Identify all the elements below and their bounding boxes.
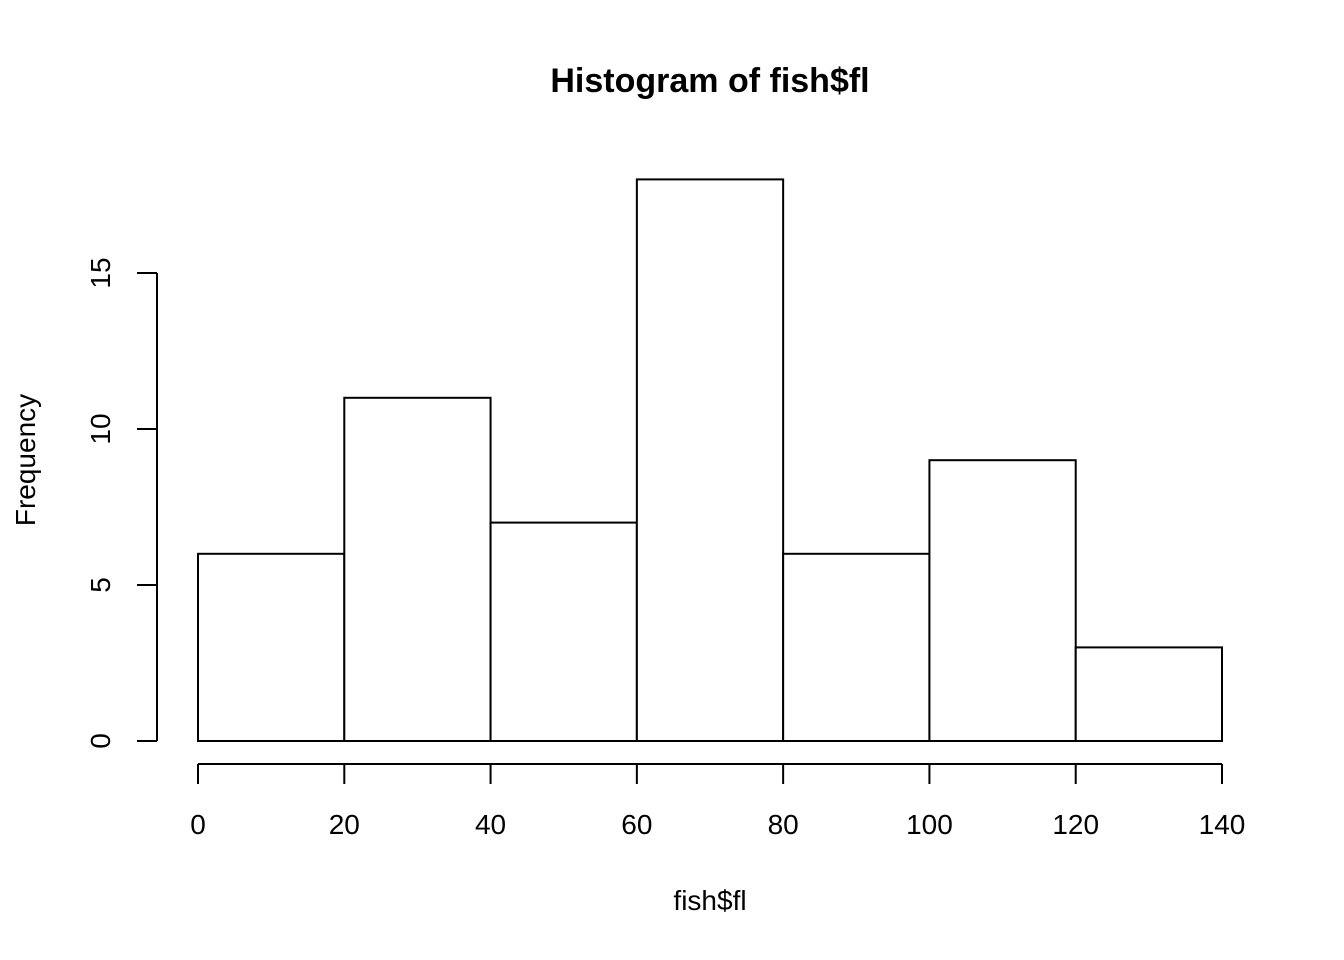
x-tick-label-6: 120: [1052, 809, 1099, 840]
x-tick-label-5: 100: [906, 809, 953, 840]
y-tick-label-3: 15: [85, 257, 116, 288]
histogram-bar-2: [489, 521, 638, 742]
x-tick-label-2: 40: [475, 809, 506, 840]
x-tick-label-0: 0: [190, 809, 206, 840]
x-tick-label-3: 60: [621, 809, 652, 840]
histogram-bar-0: [197, 552, 346, 742]
histogram-bar-1: [343, 396, 492, 742]
y-axis-label: Frequency: [10, 394, 41, 526]
bars-group: [197, 178, 1223, 743]
y-axis: 0 5 10 15: [85, 257, 158, 749]
histogram-bar-6: [1074, 646, 1223, 743]
y-tick-label-2: 10: [85, 413, 116, 444]
x-tick-label-1: 20: [329, 809, 360, 840]
y-tick-label-0: 0: [85, 733, 116, 749]
x-axis-label: fish$fl: [673, 885, 746, 916]
x-tick-label-4: 80: [768, 809, 799, 840]
y-tick-label-1: 5: [85, 577, 116, 593]
chart-title: Histogram of fish$fl: [550, 62, 869, 100]
histogram-bar-4: [782, 552, 931, 742]
histogram-bar-3: [635, 178, 785, 742]
x-axis: 0 20 40 60 80 100 120 140: [190, 763, 1246, 840]
histogram-bar-5: [928, 459, 1077, 742]
x-tick-label-7: 140: [1199, 809, 1246, 840]
